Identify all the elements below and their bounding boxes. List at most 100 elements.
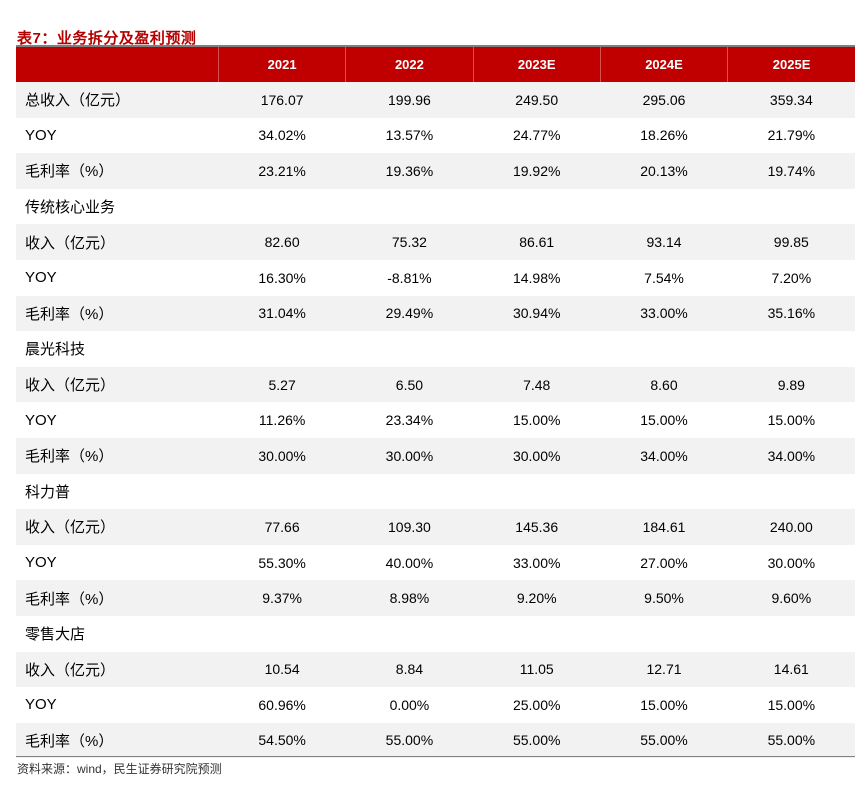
table-cell: 29.49% xyxy=(385,305,434,322)
table-cell: 15.00% xyxy=(767,412,816,429)
table-cell: 33.00% xyxy=(640,305,688,322)
table-cell: 8.84 xyxy=(395,661,424,678)
row-label: 毛利率（%） xyxy=(25,590,114,608)
table-row: 毛利率（%） 31.04% 29.49% 30.94% 33.00% 35.16% xyxy=(16,295,855,332)
row-label: 毛利率（%） xyxy=(25,163,114,181)
table-row: YOY 11.26% 23.34% 15.00% 15.00% 15.00% xyxy=(16,402,855,438)
bottom-divider xyxy=(16,756,855,757)
table-cell: 23.21% xyxy=(258,162,306,179)
table-cell xyxy=(473,189,600,225)
table-cell: 6.50 xyxy=(395,376,424,393)
row-label: 毛利率（%） xyxy=(25,448,114,466)
row-label: 毛利率（%） xyxy=(25,732,114,750)
table-row: 总收入（亿元） 176.07 199.96 249.50 295.06 359.34 xyxy=(16,82,855,118)
table-cell: 55.30% xyxy=(258,554,306,571)
table-cell: -8.81% xyxy=(387,269,432,286)
table-cell: 21.79% xyxy=(767,127,816,144)
row-label: 收入（亿元） xyxy=(25,234,116,252)
header-cell: 2023E xyxy=(472,47,601,82)
table-row: YOY 55.30% 40.00% 33.00% 27.00% 30.00% xyxy=(16,545,855,581)
table-cell: 184.61 xyxy=(642,518,686,535)
table-cell: 19.92% xyxy=(512,162,561,179)
table-row: 毛利率（%） 9.37% 8.98% 9.20% 9.50% 9.60% xyxy=(16,580,855,616)
table-cell: 199.96 xyxy=(388,91,431,108)
row-label: 收入（亿元） xyxy=(25,519,116,537)
table-cell: 11.05 xyxy=(519,661,554,678)
table-row: 毛利率（%） 30.00% 30.00% 30.00% 34.00% 34.00% xyxy=(16,437,855,474)
table-cell: 27.00% xyxy=(640,554,688,571)
table-cell xyxy=(346,474,473,510)
table-cell xyxy=(473,616,600,652)
row-label: YOY xyxy=(25,696,57,714)
table-cell: 24.77% xyxy=(512,127,561,144)
table-cell: 19.36% xyxy=(385,162,434,179)
table-cell: 15.00% xyxy=(640,412,688,429)
table-title: 表7：业务拆分及盈利预测 xyxy=(17,30,197,47)
table-row: 收入（亿元） 10.54 8.84 11.05 12.71 14.61 xyxy=(16,651,855,688)
table-cell: 12.71 xyxy=(646,661,682,678)
table-row: 传统核心业务 xyxy=(16,189,855,225)
table-cell: 30.00% xyxy=(258,447,306,464)
table-cell: 15.00% xyxy=(512,412,561,429)
table-row: YOY 60.96% 0.00% 25.00% 15.00% 15.00% xyxy=(16,687,855,723)
table-cell: 16.30% xyxy=(258,269,306,286)
header-cell xyxy=(16,47,218,82)
source-note: 资料来源：wind，民生证券研究院预测 xyxy=(17,762,222,776)
table-cell: 8.60 xyxy=(650,376,678,393)
table-cell: 55.00% xyxy=(385,732,434,749)
table-cell: 33.00% xyxy=(512,554,561,571)
table-cell xyxy=(728,189,855,225)
table-cell: 13.57% xyxy=(385,127,434,144)
table-cell: 75.32 xyxy=(391,234,427,251)
table-cell xyxy=(218,474,345,510)
table-cell: 77.66 xyxy=(264,518,300,535)
table-cell: 35.16% xyxy=(767,305,816,322)
table-row: 毛利率（%） 54.50% 55.00% 55.00% 55.00% 55.00% xyxy=(16,722,855,759)
table-cell: 40.00% xyxy=(385,554,434,571)
table-cell: 55.00% xyxy=(640,732,688,749)
table-cell: 23.34% xyxy=(385,412,434,429)
table-cell: 30.00% xyxy=(512,447,561,464)
table-cell: 359.34 xyxy=(769,91,813,108)
table-cell: 55.00% xyxy=(767,732,816,749)
table-cell: 31.04% xyxy=(258,305,306,322)
table-cell: 15.00% xyxy=(767,696,816,713)
table-cell: 20.13% xyxy=(640,162,688,179)
table-cell xyxy=(473,474,600,510)
row-label: 晨光科技 xyxy=(25,341,86,359)
row-label: YOY xyxy=(25,554,57,572)
row-label: 传统核心业务 xyxy=(25,199,116,217)
table-cell xyxy=(600,616,727,652)
header-row: 2021 2022 2023E 2024E 2025E xyxy=(16,47,855,82)
row-label: YOY xyxy=(25,269,57,287)
table-cell xyxy=(728,331,855,367)
table-cell: 14.98% xyxy=(512,269,561,286)
forecast-table-container: 2021 2022 2023E 2024E 2025E 总收入（亿元） 176.0… xyxy=(16,47,855,759)
table-cell: 176.07 xyxy=(260,91,304,108)
header-cell: 2025E xyxy=(727,47,855,82)
table-cell: 14.61 xyxy=(773,661,809,678)
row-label: YOY xyxy=(25,411,57,429)
table-cell: 86.61 xyxy=(519,234,555,251)
table-cell: 145.36 xyxy=(515,518,559,535)
table-cell: 249.50 xyxy=(515,91,559,108)
row-label: YOY xyxy=(25,126,57,144)
table-cell: 30.00% xyxy=(385,447,434,464)
table-row: 零售大店 xyxy=(16,616,855,652)
table-cell: 34.00% xyxy=(767,447,816,464)
table-row: 收入（亿元） 77.66 109.30 145.36 184.61 240.00 xyxy=(16,509,855,545)
table-cell: 9.89 xyxy=(777,376,805,393)
table-cell: 7.20% xyxy=(771,269,812,286)
table-cell xyxy=(218,331,345,367)
table-row: 科力普 xyxy=(16,474,855,510)
row-label: 零售大店 xyxy=(25,626,86,644)
table-cell xyxy=(473,331,600,367)
table-cell xyxy=(600,331,727,367)
table-cell: 9.20% xyxy=(516,590,557,607)
header-cell: 2024E xyxy=(599,47,728,82)
row-label: 收入（亿元） xyxy=(25,661,116,679)
table-cell: 109.30 xyxy=(388,518,431,535)
table-cell: 34.00% xyxy=(640,447,688,464)
table-cell: 9.60% xyxy=(771,590,812,607)
table-cell: 82.60 xyxy=(264,234,300,251)
